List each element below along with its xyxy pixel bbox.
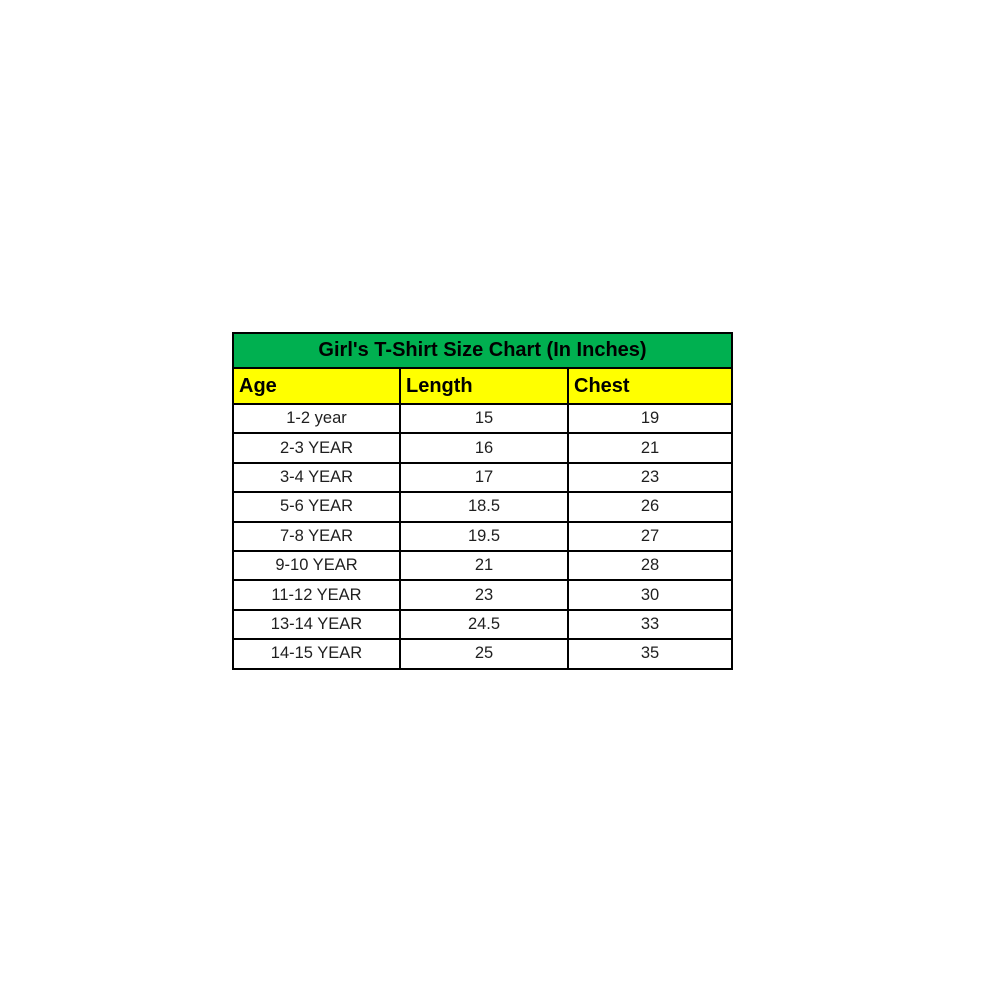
cell-age: 5-6 YEAR bbox=[232, 491, 401, 523]
cell-chest: 27 bbox=[566, 520, 734, 552]
cell-age: 1-2 year bbox=[232, 402, 401, 435]
cell-age: 7-8 YEAR bbox=[232, 520, 401, 552]
cell-length: 17 bbox=[399, 461, 569, 494]
table-body: 1-2 year 15 19 2-3 YEAR 16 21 3-4 YEAR 17 23 5-6 … bbox=[232, 402, 734, 670]
cell-age: 9-10 YEAR bbox=[232, 549, 401, 582]
table-row: 1-2 year 15 19 bbox=[232, 402, 734, 435]
cell-chest: 21 bbox=[566, 432, 734, 464]
cell-length: 16 bbox=[399, 432, 569, 464]
cell-age: 2-3 YEAR bbox=[232, 432, 401, 464]
table-title-row: Girl's T-Shirt Size Chart (In Inches) bbox=[231, 332, 734, 369]
cell-length: 21 bbox=[399, 549, 569, 582]
table-row: 7-8 YEAR 19.5 27 bbox=[232, 520, 734, 552]
cell-length: 15 bbox=[399, 402, 569, 435]
cell-age: 13-14 YEAR bbox=[232, 608, 401, 641]
size-chart-container: Girl's T-Shirt Size Chart (In Inches) Ag… bbox=[231, 332, 734, 670]
column-header-chest: Chest bbox=[566, 367, 734, 405]
table-row: 9-10 YEAR 21 28 bbox=[232, 549, 734, 582]
cell-chest: 19 bbox=[566, 402, 734, 435]
column-header-length: Length bbox=[399, 367, 569, 405]
cell-age: 14-15 YEAR bbox=[232, 638, 401, 670]
cell-age: 11-12 YEAR bbox=[232, 579, 401, 611]
table-row: 2-3 YEAR 16 21 bbox=[232, 432, 734, 464]
cell-chest: 33 bbox=[566, 608, 734, 641]
table-row: 11-12 YEAR 23 30 bbox=[232, 579, 734, 611]
cell-chest: 30 bbox=[566, 579, 734, 611]
table-row: 5-6 YEAR 18.5 26 bbox=[232, 491, 734, 523]
cell-chest: 23 bbox=[566, 461, 734, 494]
cell-chest: 28 bbox=[566, 549, 734, 582]
cell-age: 3-4 YEAR bbox=[232, 461, 401, 494]
cell-length: 25 bbox=[399, 638, 569, 670]
cell-chest: 26 bbox=[566, 491, 734, 523]
cell-length: 23 bbox=[399, 579, 569, 611]
cell-length: 19.5 bbox=[399, 520, 569, 552]
column-header-age: Age bbox=[232, 367, 401, 405]
table-row: 14-15 YEAR 25 35 bbox=[232, 638, 734, 670]
table-row: 13-14 YEAR 24.5 33 bbox=[232, 608, 734, 641]
cell-length: 24.5 bbox=[399, 608, 569, 641]
cell-length: 18.5 bbox=[399, 491, 569, 523]
size-chart-table: Girl's T-Shirt Size Chart (In Inches) Ag… bbox=[231, 332, 734, 670]
table-header-row: Age Length Chest bbox=[232, 367, 734, 405]
table-row: 3-4 YEAR 17 23 bbox=[232, 461, 734, 494]
table-title: Girl's T-Shirt Size Chart (In Inches) bbox=[231, 332, 734, 369]
cell-chest: 35 bbox=[566, 638, 734, 670]
